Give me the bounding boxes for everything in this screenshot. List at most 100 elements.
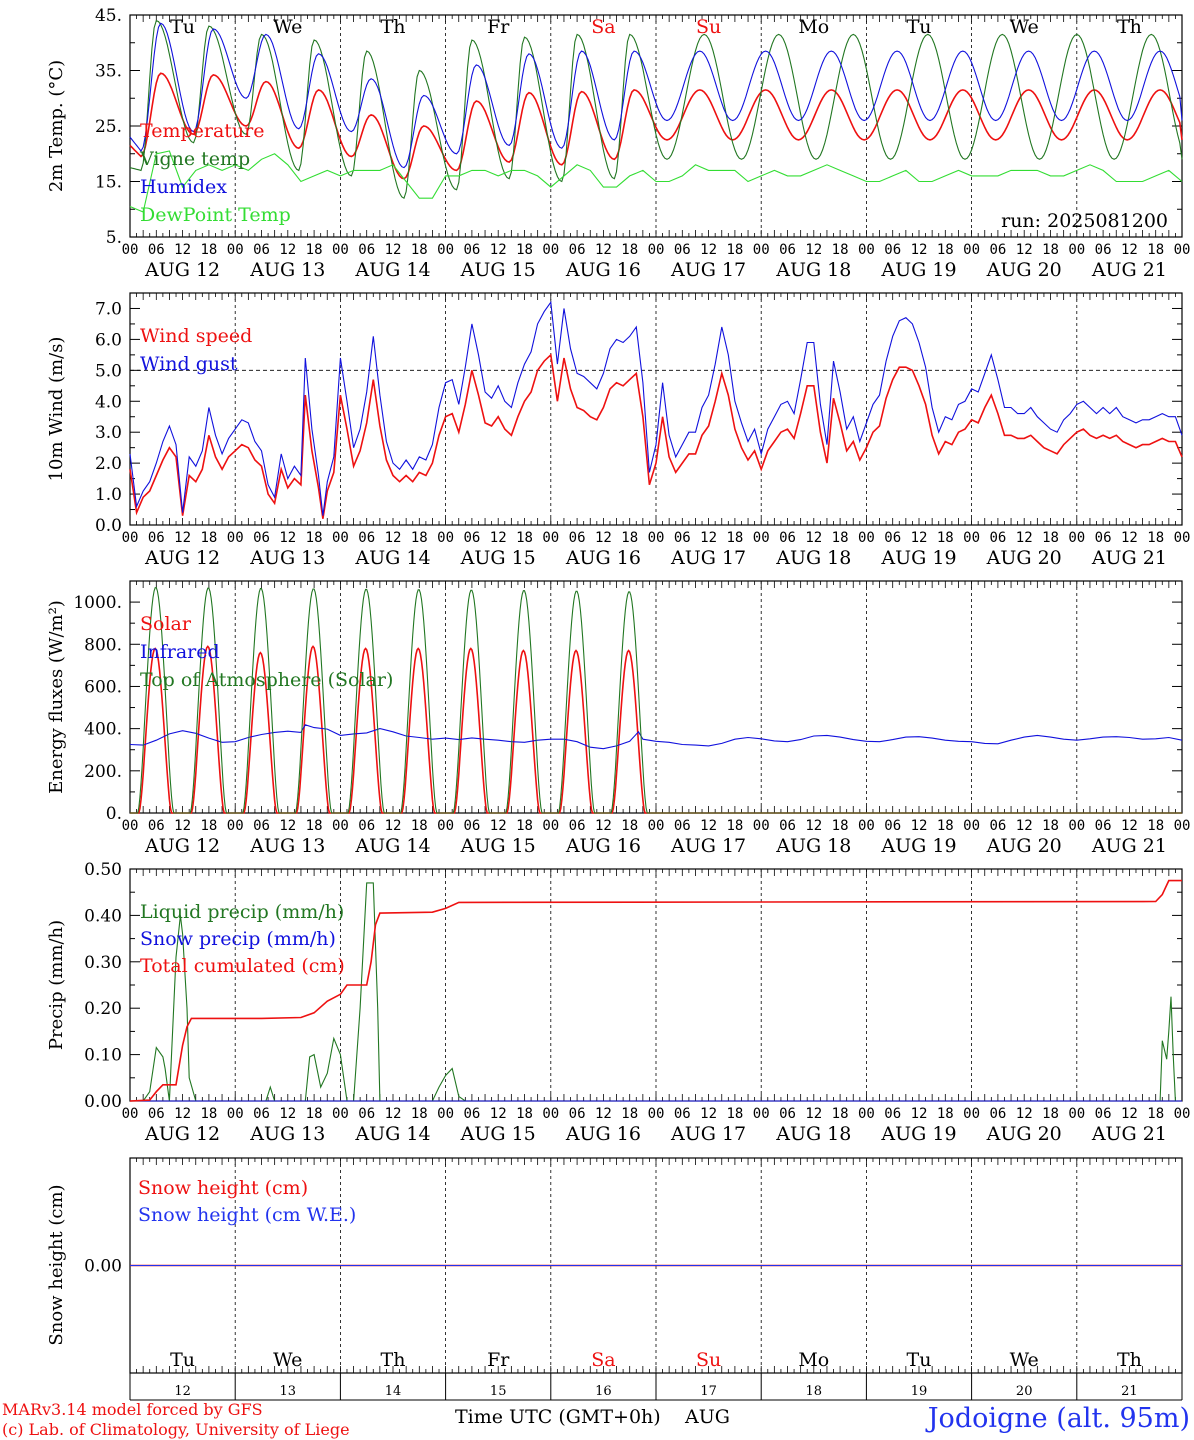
day-name: Sa — [591, 1349, 615, 1371]
hour-label: 18 — [832, 242, 849, 258]
hour-label: 12 — [385, 242, 402, 258]
date-label: AUG 14 — [354, 259, 430, 281]
day-number: 20 — [1016, 1384, 1033, 1399]
hour-label: 06 — [884, 818, 901, 834]
legend-infrared: Infrared — [140, 641, 220, 663]
hour-label: 18 — [1042, 530, 1059, 546]
hour-label: 06 — [569, 1106, 586, 1122]
date-label: AUG 16 — [565, 835, 641, 857]
hour-label: 18 — [516, 242, 533, 258]
hour-label: 06 — [148, 1106, 165, 1122]
hour-label: 00 — [332, 1106, 349, 1122]
date-label: AUG 20 — [986, 547, 1062, 569]
hour-label: 12 — [279, 530, 296, 546]
date-label: AUG 19 — [880, 1123, 956, 1145]
date-label: AUG 12 — [144, 1123, 220, 1145]
hour-label: 12 — [385, 818, 402, 834]
hour-label: 00 — [542, 1106, 559, 1122]
hour-label: 00 — [1068, 818, 1085, 834]
date-label: AUG 17 — [670, 1123, 746, 1145]
hour-label: 18 — [937, 530, 954, 546]
hour-label: 06 — [253, 242, 270, 258]
hour-label: 00 — [963, 818, 980, 834]
hour-label: 06 — [989, 818, 1006, 834]
series-line-wind-gust — [129, 300, 1183, 516]
hour-label: 18 — [306, 242, 323, 258]
hour-label: 12 — [1121, 242, 1138, 258]
hour-label: 12 — [805, 242, 822, 258]
hour-label: 18 — [726, 530, 743, 546]
day-number: 12 — [174, 1384, 191, 1399]
hour-label: 12 — [700, 242, 717, 258]
hour-label: 12 — [1016, 242, 1033, 258]
hour-label: 18 — [726, 818, 743, 834]
y-axis-label: 10m Wind (m/s) — [46, 337, 67, 482]
day-name: Th — [381, 1349, 406, 1371]
hour-label: 12 — [490, 242, 507, 258]
y-tick-label: 2.0 — [95, 454, 122, 474]
day-number: 17 — [700, 1384, 717, 1399]
hour-label: 06 — [779, 1106, 796, 1122]
hour-label: 12 — [700, 530, 717, 546]
day-name: Tu — [907, 16, 932, 38]
day-number: 15 — [490, 1384, 507, 1399]
date-label: AUG 20 — [986, 259, 1062, 281]
hour-label: 18 — [306, 818, 323, 834]
hour-label: 12 — [385, 530, 402, 546]
hour-label: 00 — [963, 1106, 980, 1122]
panel-temp: 5. 15. 25. 35. 45. 2m Temp. (°C) Temperature Vi… — [46, 6, 1190, 281]
panel-precip: 0.00 0.10 0.20 0.30 0.40 0.50 Precip (mm/h) Liq… — [46, 860, 1190, 1145]
date-label: AUG 21 — [1091, 259, 1167, 281]
hour-label: 18 — [1042, 242, 1059, 258]
hour-label: 12 — [911, 1106, 928, 1122]
series-line-top-of-atmosphere-solar- — [130, 587, 1182, 814]
footer: MARv3.14 model forced by GFS (c) Lab. of… — [2, 1400, 1190, 1439]
legend-snow-height-cm-w-e-: Snow height (cm W.E.) — [138, 1204, 356, 1226]
y-axis-label: Snow height (cm) — [46, 1184, 67, 1345]
hour-label: 00 — [1174, 530, 1191, 546]
hour-label: 18 — [937, 818, 954, 834]
date-label: AUG 12 — [144, 547, 220, 569]
panel-wind: 0.0 1.0 2.0 3.0 4.0 5.0 6.0 7.0 10m Wind (m/s) Wi… — [46, 292, 1191, 569]
hour-label: 06 — [674, 818, 691, 834]
hour-label: 12 — [911, 242, 928, 258]
date-label: AUG 15 — [460, 259, 536, 281]
day-name: Su — [696, 16, 721, 38]
hour-label: 00 — [753, 818, 770, 834]
credit-line-1: MARv3.14 model forced by GFS — [2, 1400, 263, 1419]
hour-label: 00 — [648, 1106, 665, 1122]
date-label: AUG 20 — [986, 1123, 1062, 1145]
y-axis-label: Precip (mm/h) — [46, 920, 67, 1050]
legend-humidex: Humidex — [140, 176, 227, 198]
day-name: We — [273, 16, 302, 38]
day-number: 16 — [595, 1384, 612, 1399]
hour-label: 00 — [122, 1106, 139, 1122]
y-tick-label: 6.0 — [95, 330, 122, 350]
hour-label: 06 — [358, 1106, 375, 1122]
hour-label: 00 — [332, 242, 349, 258]
hour-label: 18 — [306, 530, 323, 546]
hour-label: 06 — [148, 242, 165, 258]
hour-label: 00 — [1068, 530, 1085, 546]
day-name: Fr — [487, 1349, 510, 1371]
hour-label: 12 — [279, 242, 296, 258]
date-label: AUG 13 — [249, 547, 325, 569]
legend-solar: Solar — [140, 613, 192, 635]
hour-label: 12 — [595, 818, 612, 834]
meteogram-panels: 5. 15. 25. 35. 45. 2m Temp. (°C) Temperature Vi… — [46, 6, 1191, 1401]
y-tick-label: 200. — [84, 762, 122, 782]
hour-label: 06 — [358, 242, 375, 258]
y-tick-label: 4.0 — [95, 392, 122, 412]
hour-label: 18 — [516, 530, 533, 546]
hour-label: 00 — [227, 530, 244, 546]
date-label: AUG 12 — [144, 259, 220, 281]
hour-label: 12 — [174, 242, 191, 258]
date-label: AUG 21 — [1091, 1123, 1167, 1145]
day-name: Mo — [798, 16, 829, 38]
hour-label: 00 — [437, 242, 454, 258]
hour-label: 12 — [279, 818, 296, 834]
hour-label: 06 — [674, 242, 691, 258]
date-label: AUG 18 — [775, 259, 851, 281]
hour-label: 00 — [753, 530, 770, 546]
y-tick-label: 0.30 — [84, 953, 122, 973]
